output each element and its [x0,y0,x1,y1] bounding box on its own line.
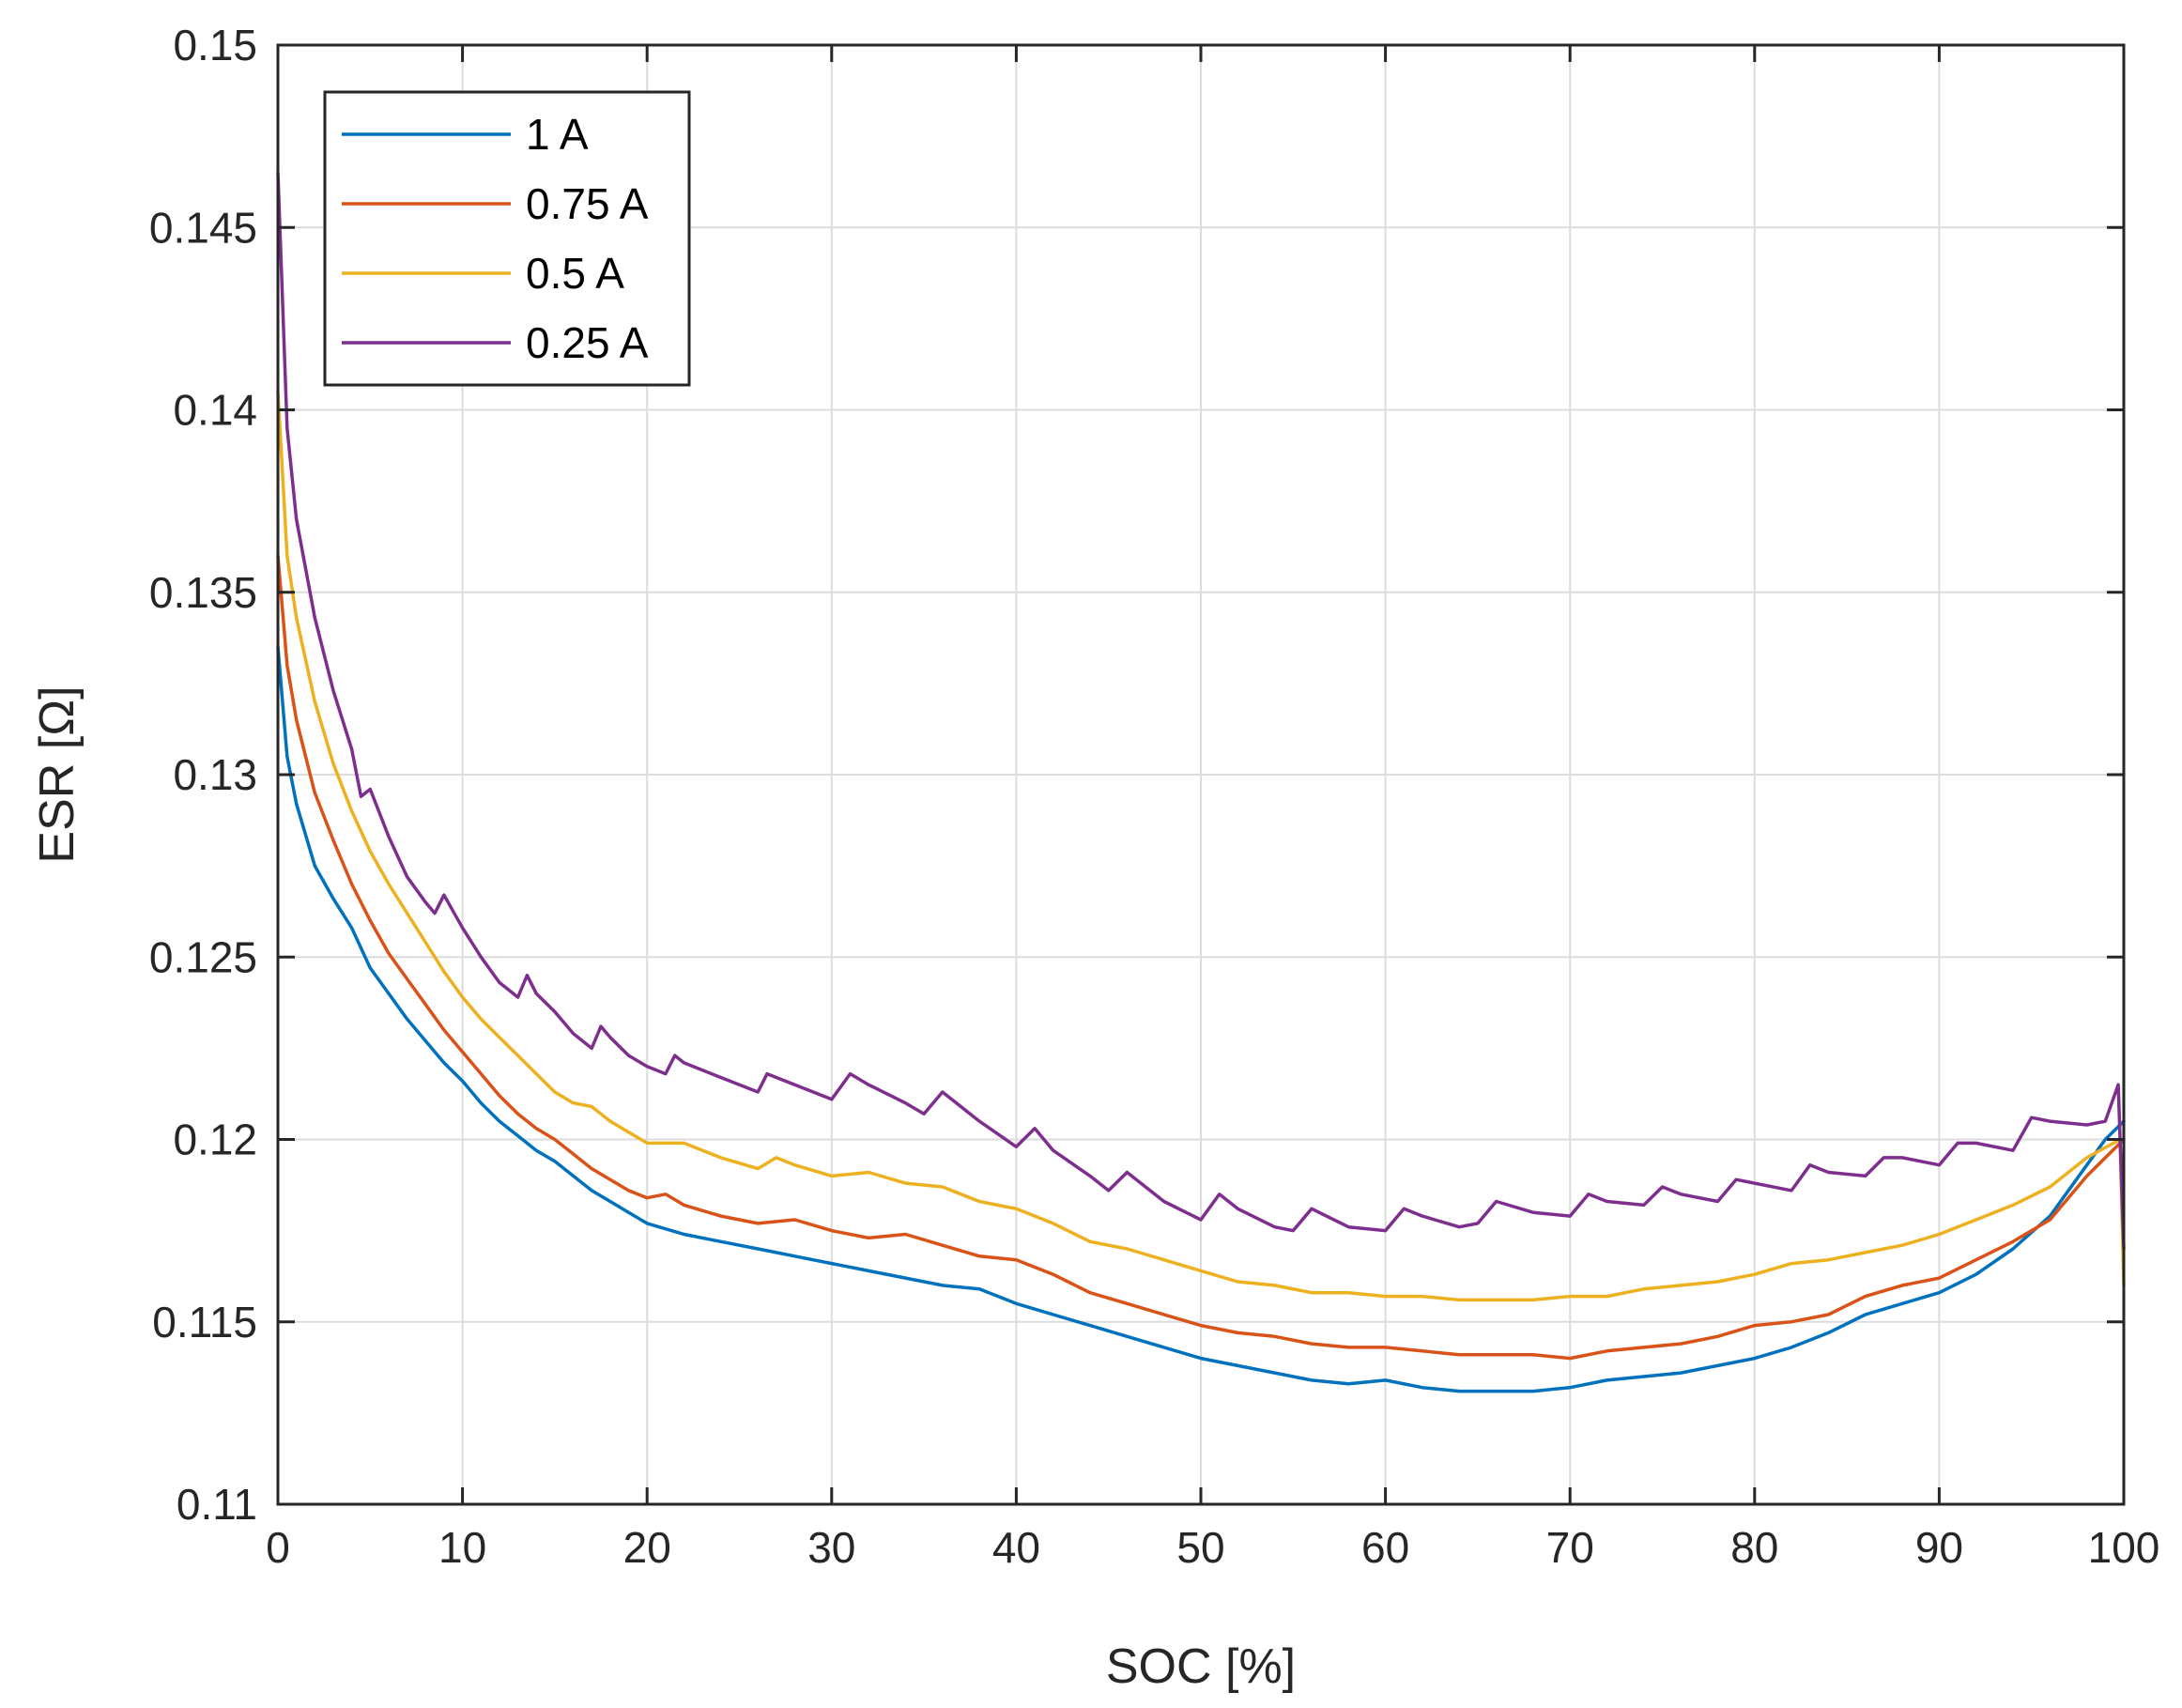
legend-label: 0.5 A [526,249,624,298]
x-tick-label: 100 [2088,1523,2160,1572]
y-tick-label: 0.125 [149,932,257,981]
y-tick-label: 0.13 [173,750,257,799]
legend-label: 0.75 A [526,179,649,228]
x-tick-label: 70 [1546,1523,1594,1572]
x-tick-label: 10 [438,1523,486,1572]
y-tick-label: 0.15 [173,21,257,69]
x-tick-label: 90 [1915,1523,1963,1572]
y-tick-label: 0.135 [149,568,257,617]
y-tick-label: 0.11 [177,1480,257,1529]
legend: 1 A 0.75 A 0.5 A 0.25 A [323,90,691,387]
series-lines [276,171,2126,1393]
x-tick-label: 50 [1176,1523,1224,1572]
y-tick-label: 0.115 [152,1298,257,1346]
x-axis-label: SOC [%] [1106,1639,1296,1694]
y-tick-label: 0.12 [173,1116,257,1164]
x-tick-label: 40 [992,1523,1040,1572]
legend-box [323,90,691,387]
x-tick-label: 20 [623,1523,671,1572]
series-line-3 [276,171,2126,1251]
x-tick-label: 80 [1730,1523,1778,1572]
legend-label: 0.25 A [526,318,649,367]
x-tick-labels: 0 10 20 30 40 50 60 70 80 90 100 [266,1523,2159,1572]
y-tick-labels: 0.11 0.115 0.12 0.125 0.13 0.135 0.14 0.145 0.15 [149,21,257,1529]
series-line-1 [276,554,2126,1361]
y-axis-label: ESR [Ω] [30,685,85,863]
plot-box [276,43,2126,1506]
grid [278,45,2124,1504]
x-tick-label: 0 [266,1523,290,1572]
y-tick-label: 0.14 [173,386,257,435]
series-line-2 [276,390,2126,1302]
series-line-0 [276,645,2126,1393]
x-tick-label: 30 [807,1523,855,1572]
legend-label: 1 A [526,110,589,159]
y-tick-label: 0.145 [149,203,257,252]
x-tick-label: 60 [1361,1523,1409,1572]
